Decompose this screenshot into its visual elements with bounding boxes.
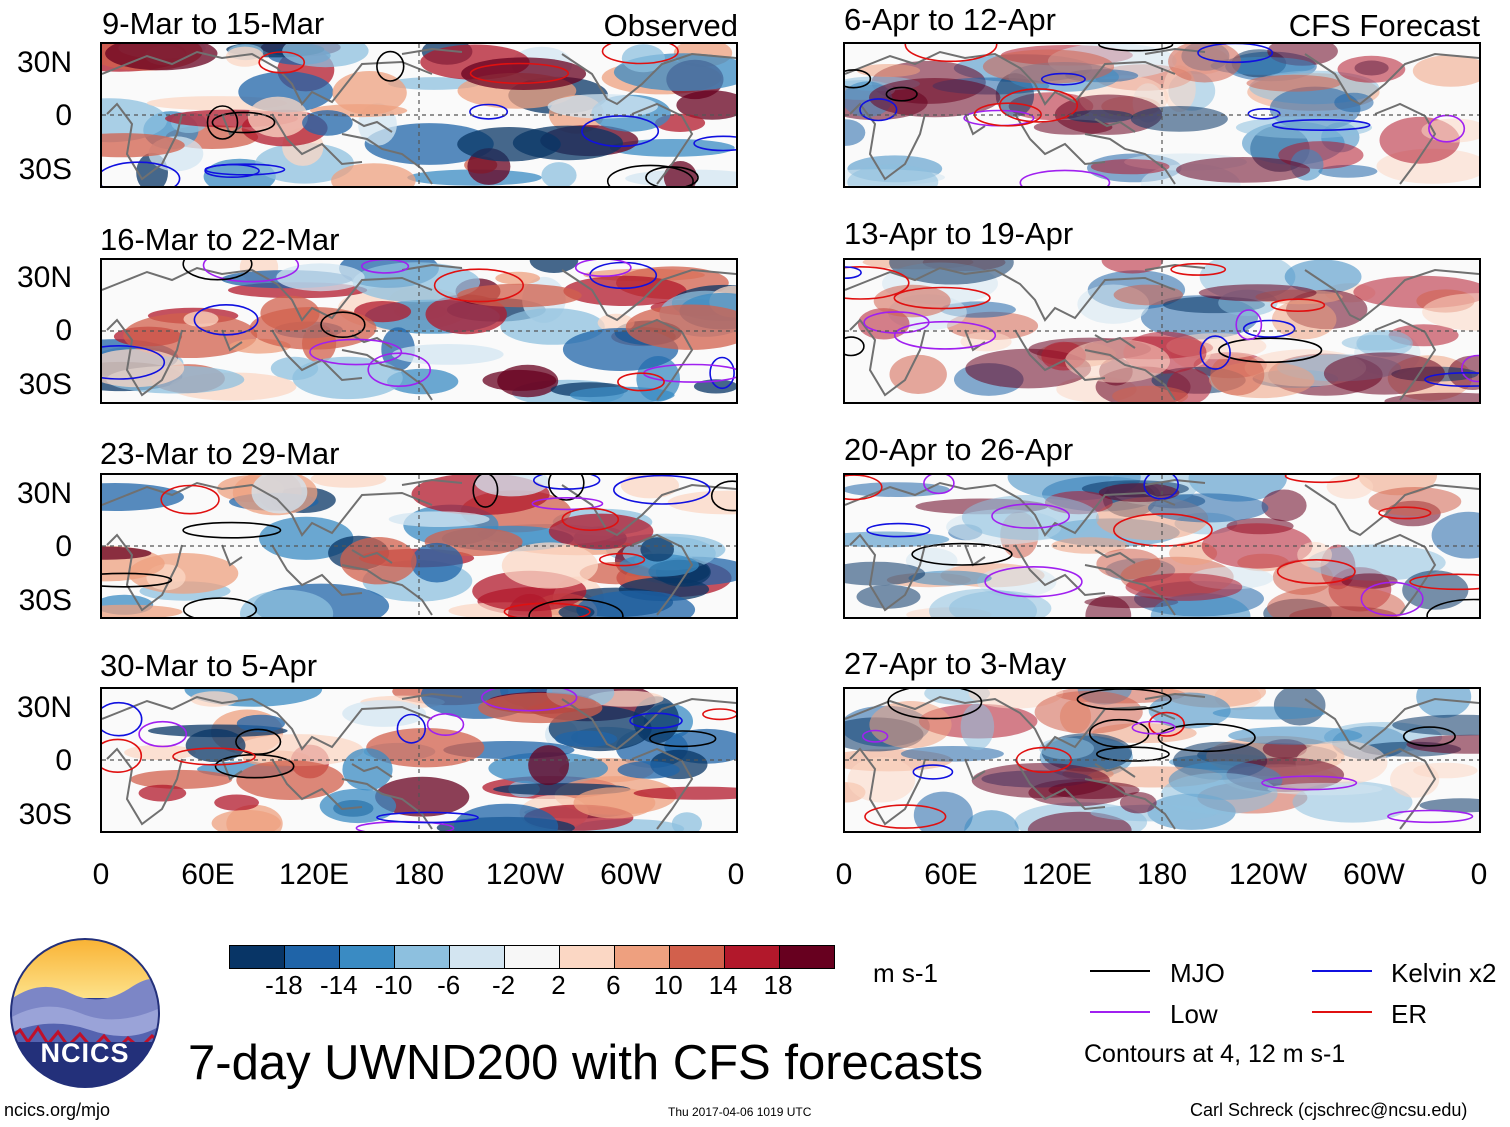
- map-panel-forecast-2: [843, 258, 1481, 404]
- x-tick: 60E: [924, 858, 978, 891]
- x-tick: 180: [393, 858, 445, 891]
- map-panel-observed-1: [100, 42, 738, 188]
- panel-title: 23-Mar to 29-Mar: [100, 436, 340, 471]
- footer-credit: Carl Schreck (cjschrec@ncsu.edu): [1190, 1100, 1468, 1120]
- colorbar-swatch: [284, 946, 339, 968]
- colorbar-swatch: [504, 946, 559, 968]
- map-panel-forecast-3: [843, 473, 1481, 619]
- x-tick: 120W: [485, 858, 565, 891]
- x-tick: 120W: [1228, 858, 1308, 891]
- colorbar-swatch: [339, 946, 394, 968]
- map-panel-observed-4: [100, 687, 738, 833]
- legend-line-low: [1090, 1011, 1150, 1013]
- panel-title: 16-Mar to 22-Mar: [100, 222, 340, 257]
- colorbar-tick: 10: [653, 970, 683, 1000]
- x-tick: 0: [92, 858, 110, 891]
- colorbar-tick: 2: [551, 970, 566, 1000]
- colorbar-swatch: [394, 946, 449, 968]
- panel-title: 6-Apr to 12-Apr: [844, 2, 1056, 37]
- x-tick: 60W: [1343, 858, 1405, 891]
- colorbar-swatch: [614, 946, 669, 968]
- colorbar-tick: 14: [708, 970, 738, 1000]
- y-tick: 30N: [16, 261, 72, 294]
- forecast-label: CFS Forecast: [1288, 8, 1480, 43]
- y-tick: 30S: [18, 368, 72, 401]
- footer-url: ncics.org/mjo: [4, 1100, 111, 1120]
- x-tick: 0: [1470, 858, 1488, 891]
- panel-title: 13-Apr to 19-Apr: [844, 216, 1074, 251]
- x-tick: 120E: [278, 858, 350, 891]
- x-tick: 180: [1136, 858, 1188, 891]
- y-tick: 0: [55, 99, 72, 132]
- colorbar-units: m s-1: [873, 958, 938, 988]
- panel-title: 20-Apr to 26-Apr: [844, 432, 1074, 467]
- map-panel-forecast-1: [843, 42, 1481, 188]
- y-tick: 30S: [18, 584, 72, 617]
- legend-line-kelvin: [1312, 970, 1372, 972]
- colorbar-tick: 18: [763, 970, 793, 1000]
- y-tick: 0: [55, 530, 72, 563]
- colorbar-tick: -10: [374, 970, 413, 1000]
- legend-label-er: ER: [1391, 999, 1428, 1029]
- colorbar-tick: -2: [491, 970, 516, 1000]
- colorbar-swatch: [779, 946, 834, 968]
- legend-label-kelvin: Kelvin x2: [1391, 958, 1497, 988]
- observed-label: Observed: [603, 8, 738, 43]
- legend-label-mjo: MJO: [1170, 958, 1225, 988]
- colorbar: [229, 945, 835, 969]
- y-tick: 30N: [16, 46, 72, 79]
- panel-title: 27-Apr to 3-May: [844, 646, 1067, 681]
- contour-note: Contours at 4, 12 m s-1: [1084, 1040, 1346, 1068]
- map-panel-forecast-4: [843, 687, 1481, 833]
- x-tick: 0: [727, 858, 745, 891]
- x-tick: 120E: [1021, 858, 1093, 891]
- y-tick: 0: [55, 744, 72, 777]
- colorbar-tick: 6: [606, 970, 621, 1000]
- panel-title: 9-Mar to 15-Mar: [102, 6, 325, 41]
- colorbar-tick: -14: [320, 970, 358, 1000]
- y-tick: 0: [55, 314, 72, 347]
- colorbar-tick: -6: [437, 970, 461, 1000]
- x-tick: 0: [835, 858, 853, 891]
- logo-text: NCICS: [40, 1038, 130, 1068]
- colorbar-swatch: [559, 946, 614, 968]
- colorbar-tick: -18: [265, 970, 303, 1000]
- colorbar-swatch: [669, 946, 724, 968]
- legend-label-low: Low: [1170, 999, 1218, 1029]
- figure-title: 7-day UWND200 with CFS forecasts: [188, 1036, 984, 1090]
- map-panel-observed-3: [100, 473, 738, 619]
- map-panel-observed-2: [100, 258, 738, 404]
- x-tick: 60E: [181, 858, 235, 891]
- colorbar-swatch: [724, 946, 779, 968]
- colorbar-swatch: [449, 946, 504, 968]
- y-tick: 30N: [16, 477, 72, 510]
- panel-title: 30-Mar to 5-Apr: [100, 648, 318, 683]
- footer-timestamp: Thu 2017-04-06 1019 UTC: [668, 1105, 812, 1119]
- x-tick: 60W: [600, 858, 662, 891]
- legend-line-mjo: [1090, 970, 1150, 972]
- legend-line-er: [1312, 1011, 1372, 1013]
- y-tick: 30S: [18, 153, 72, 186]
- y-tick: 30S: [18, 798, 72, 831]
- ncics-logo: NCICS: [10, 938, 160, 1088]
- y-tick: 30N: [16, 691, 72, 724]
- colorbar-swatch: [230, 946, 284, 968]
